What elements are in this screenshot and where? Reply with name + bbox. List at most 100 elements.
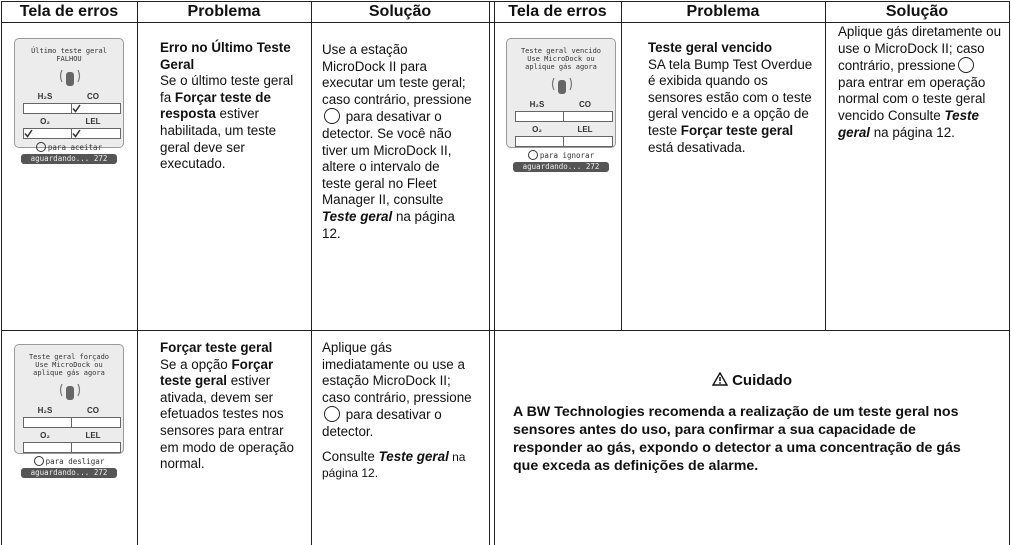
button-icon <box>324 108 340 125</box>
solution-text: Consulte <box>322 448 379 464</box>
problem-cell: Erro no Último Teste Geral Se o último t… <box>160 40 295 173</box>
rule <box>494 1 495 545</box>
solution-text: Use a estação MicroDock II para executar… <box>322 42 472 107</box>
problem-cell: Teste geral vencido SA tela Bump Test Ov… <box>648 40 813 156</box>
sensor-label: CO <box>579 100 591 109</box>
solution-cell: Aplique gás imediatamente ou use a estaç… <box>322 340 472 490</box>
problem-emphasis: Forçar teste geral <box>680 122 794 138</box>
solution-text: para desativar o detector. Se você não t… <box>322 109 452 208</box>
checkbox <box>515 111 565 122</box>
solution-text: na página 12. <box>870 124 955 140</box>
problem-text: Se a opção <box>160 356 232 372</box>
solution-link: Teste geral <box>378 448 449 464</box>
sensor: H₂S <box>513 99 565 124</box>
sensor: H₂S <box>21 405 73 430</box>
solution-text: para entrar em operação normal com o tes… <box>838 74 986 123</box>
screen-line: Use MicroDock ou <box>35 361 103 369</box>
problem-cell: Forçar teste geral Se a opção Forçar tes… <box>160 340 300 473</box>
button-icon <box>33 456 44 466</box>
problem-text: está desativada. <box>648 139 746 155</box>
screen-line: Use MicroDock ou <box>527 55 595 63</box>
header-cell: Tela de erros <box>19 3 119 20</box>
sensor: CO <box>69 405 121 430</box>
sensor-label: H₂S <box>37 406 53 415</box>
detector-icon <box>546 74 576 96</box>
screen-status: aguardando... 272 <box>21 154 117 164</box>
checkbox <box>71 442 121 453</box>
screen-button: para desligar <box>15 456 123 466</box>
checkbox <box>23 442 73 453</box>
sensor: LEL <box>69 430 121 455</box>
sensor-label: H₂S <box>529 100 545 109</box>
problem-title: Teste geral vencido <box>648 40 773 55</box>
device-screen: Teste geral forçado Use MicroDock ou apliq… <box>14 344 124 478</box>
problem-text: SA tela Bump Test Overdue é exibida quan… <box>648 56 813 138</box>
sensor: LEL <box>561 124 613 149</box>
sensor: CO <box>69 91 121 116</box>
header-cell: Problema <box>686 3 760 20</box>
sensor-label: O₂ <box>40 431 50 440</box>
checkbox <box>71 128 121 139</box>
rule <box>1 330 1010 331</box>
button-label: para desligar <box>45 457 105 466</box>
checkbox <box>23 417 73 428</box>
checkbox <box>563 136 613 147</box>
screen-line: aplique gás agora <box>33 369 105 377</box>
solution-link: Teste geral <box>838 107 979 140</box>
button-icon <box>527 150 538 160</box>
caution-title: Cuidado <box>732 372 793 389</box>
solution-link: Teste geral <box>322 208 393 224</box>
button-icon <box>957 57 974 74</box>
detector-icon <box>54 66 84 88</box>
sensor-label: O₂ <box>532 125 542 134</box>
sensor: O₂ <box>21 116 73 141</box>
checkbox <box>23 128 73 139</box>
checkbox <box>515 136 565 147</box>
rule <box>137 1 138 545</box>
problem-text: Se o último teste geral fa <box>160 73 294 105</box>
sensor: O₂ <box>21 430 73 455</box>
button-label: para ignorar <box>539 151 595 160</box>
solution-text: na página 12. <box>322 208 455 241</box>
header-cell: Solução <box>885 3 949 20</box>
screen-line: FALHOU <box>56 55 82 63</box>
checkbox <box>71 103 121 114</box>
rule <box>1 22 1010 23</box>
solution-text: Aplique gás diretamente ou use o MicroDo… <box>838 24 1002 74</box>
screen-line: Teste geral vencido <box>520 47 602 55</box>
rule <box>825 1 826 330</box>
screen-line: Teste geral forçado <box>28 353 110 361</box>
screen-header: Teste geral vencido Use MicroDock ou apliq… <box>507 47 615 71</box>
sensor-label: LEL <box>85 117 101 126</box>
sensor-label: LEL <box>85 431 101 440</box>
problem-title: Forçar teste geral <box>160 340 273 355</box>
rule <box>1 1 2 545</box>
device-screen: Teste geral vencido Use MicroDock ou apliq… <box>506 38 616 172</box>
sensor-list: H₂S CO O₂ LEL <box>15 91 123 141</box>
solution-text: para desativar o detector. <box>322 407 442 439</box>
header-cell: Tela de erros <box>508 3 607 20</box>
solution-text: Aplique gás imediatamente ou use a estaç… <box>322 340 472 405</box>
sensor-label: CO <box>87 406 99 415</box>
rule <box>489 1 490 545</box>
solution-cell: Aplique gás diretamente ou use o MicroDo… <box>838 24 1006 141</box>
solution-text: na página 12. <box>322 449 466 481</box>
sensor: CO <box>561 99 613 124</box>
screen-line: aplique gás agora <box>525 63 597 71</box>
solution-cell: Use a estação MicroDock II para executar… <box>322 42 472 242</box>
button-icon <box>324 406 340 423</box>
caution-body: A BW Technologies recomenda a realização… <box>513 404 961 474</box>
checkbox <box>71 417 121 428</box>
header-cell: Solução <box>368 3 432 20</box>
rule <box>1009 1 1010 545</box>
problem-emphasis: Forçar teste geral <box>160 356 274 389</box>
problem-text: estiver ativada, devem ser efetuados tes… <box>160 373 294 472</box>
screen-button: para aceitar <box>15 142 123 152</box>
sensor: H₂S <box>21 91 73 116</box>
screen-button: para ignorar <box>507 150 615 160</box>
problem-emphasis: Forçar teste de resposta <box>160 89 271 122</box>
sensor: O₂ <box>513 124 565 149</box>
rule <box>311 1 312 545</box>
header-cell: Problema <box>187 3 261 20</box>
